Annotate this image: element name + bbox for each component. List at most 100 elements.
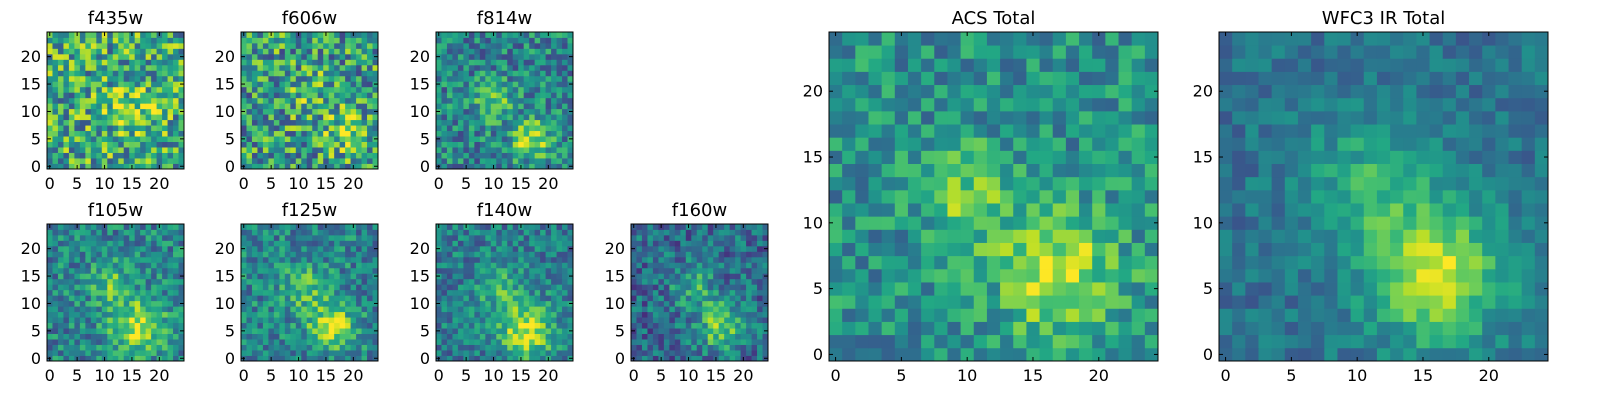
- heatmap-cell: [140, 289, 147, 296]
- heatmap-cell: [151, 70, 157, 77]
- heatmap-cell: [257, 152, 264, 159]
- heatmap-cell: [724, 322, 731, 329]
- heatmap-cell: [446, 306, 453, 313]
- heatmap-cell: [446, 262, 453, 269]
- heatmap-cell: [518, 322, 525, 329]
- heatmap-cell: [490, 75, 497, 82]
- heatmap-cell: [652, 224, 659, 230]
- heatmap-cell: [306, 317, 313, 324]
- heatmap-cell: [740, 245, 747, 252]
- heatmap-cell: [735, 311, 741, 318]
- heatmap-cell: [1013, 229, 1027, 243]
- heatmap-cell: [960, 242, 975, 257]
- heatmap-cell: [323, 75, 330, 82]
- heatmap-cell: [735, 333, 741, 340]
- heatmap-cell: [529, 245, 536, 252]
- heatmap-cell: [63, 81, 70, 88]
- heatmap-cell: [323, 251, 330, 258]
- heatmap-cell: [551, 64, 557, 71]
- heatmap-cell: [85, 311, 92, 318]
- heatmap-cell: [306, 152, 313, 159]
- heatmap-cell: [446, 251, 453, 258]
- heatmap-cell: [512, 295, 519, 302]
- heatmap-cell: [986, 321, 1001, 336]
- heatmap-cell: [518, 119, 525, 126]
- y-tick-label: 5: [615, 321, 625, 340]
- heatmap-cell: [680, 306, 687, 313]
- heatmap-cell: [295, 284, 302, 291]
- heatmap-cell: [518, 251, 525, 258]
- heatmap-cell: [518, 240, 525, 247]
- heatmap-cell: [85, 234, 92, 241]
- heatmap-cell: [323, 273, 330, 280]
- heatmap-cell: [279, 355, 286, 362]
- heatmap-cell: [669, 267, 676, 274]
- heatmap-cell: [441, 251, 448, 258]
- heatmap-cell: [284, 229, 291, 236]
- heatmap-cell: [740, 295, 747, 302]
- heatmap-cell: [268, 147, 275, 153]
- heatmap-cell: [696, 344, 703, 351]
- heatmap-cell: [740, 273, 747, 280]
- heatmap-cell: [317, 125, 324, 132]
- heatmap-cell: [490, 317, 497, 324]
- heatmap-cell: [262, 48, 269, 55]
- heatmap-cell: [74, 344, 81, 351]
- heatmap-cell: [74, 75, 81, 82]
- heatmap-cell: [545, 339, 552, 345]
- heatmap-cell: [140, 333, 147, 340]
- heatmap-cell: [96, 136, 103, 142]
- heatmap-cell: [167, 251, 174, 258]
- heatmap-cell: [496, 108, 503, 115]
- heatmap-cell: [636, 355, 643, 362]
- y-tick-label: 0: [615, 349, 625, 368]
- heatmap-cell: [960, 268, 975, 283]
- heatmap-cell: [436, 64, 442, 71]
- heatmap-cell: [468, 306, 475, 313]
- heatmap-cell: [372, 42, 379, 49]
- heatmap-cell: [290, 267, 297, 274]
- heatmap-cell: [1092, 216, 1106, 230]
- heatmap-cell: [251, 37, 258, 44]
- heatmap-cell: [490, 152, 497, 159]
- heatmap-cell: [306, 70, 313, 77]
- y-tick-label: 0: [31, 157, 41, 176]
- heatmap-cell: [273, 262, 280, 269]
- heatmap-cell: [85, 103, 92, 110]
- x-tick-label: 20: [149, 174, 169, 193]
- x-tick-label: 10: [288, 366, 308, 385]
- heatmap-cell: [167, 234, 174, 241]
- heatmap-cell: [485, 48, 492, 55]
- heatmap-cell: [101, 59, 108, 66]
- heatmap-cell: [674, 262, 681, 269]
- heatmap-cell: [63, 86, 70, 93]
- heatmap-cell: [334, 103, 341, 110]
- heatmap-cell: [241, 42, 247, 49]
- heatmap-cell: [452, 273, 459, 280]
- heatmap-cell: [680, 311, 687, 318]
- heatmap-cell: [757, 229, 763, 236]
- heatmap-cell: [262, 70, 269, 77]
- heatmap-cell: [446, 59, 453, 66]
- heatmap-cell: [669, 350, 676, 356]
- heatmap-cell: [134, 256, 141, 263]
- heatmap-cell: [534, 92, 541, 99]
- heatmap-cell: [140, 284, 147, 291]
- heatmap-cell: [151, 224, 157, 230]
- heatmap-cell: [284, 333, 291, 340]
- heatmap-cell: [257, 86, 264, 93]
- heatmap-cell: [534, 75, 541, 82]
- heatmap-cell: [107, 81, 114, 88]
- heatmap-cell: [317, 70, 324, 77]
- heatmap-cell: [474, 234, 481, 241]
- heatmap-cell: [652, 328, 659, 334]
- heatmap-cell: [145, 125, 152, 132]
- heatmap-cell: [501, 245, 508, 252]
- heatmap-cell: [284, 273, 291, 280]
- heatmap-cell: [713, 273, 720, 280]
- heatmap-cell: [529, 306, 536, 313]
- heatmap-cell: [129, 59, 136, 66]
- heatmap-cell: [68, 328, 75, 334]
- heatmap-cell: [696, 245, 703, 252]
- heatmap-cell: [323, 300, 330, 307]
